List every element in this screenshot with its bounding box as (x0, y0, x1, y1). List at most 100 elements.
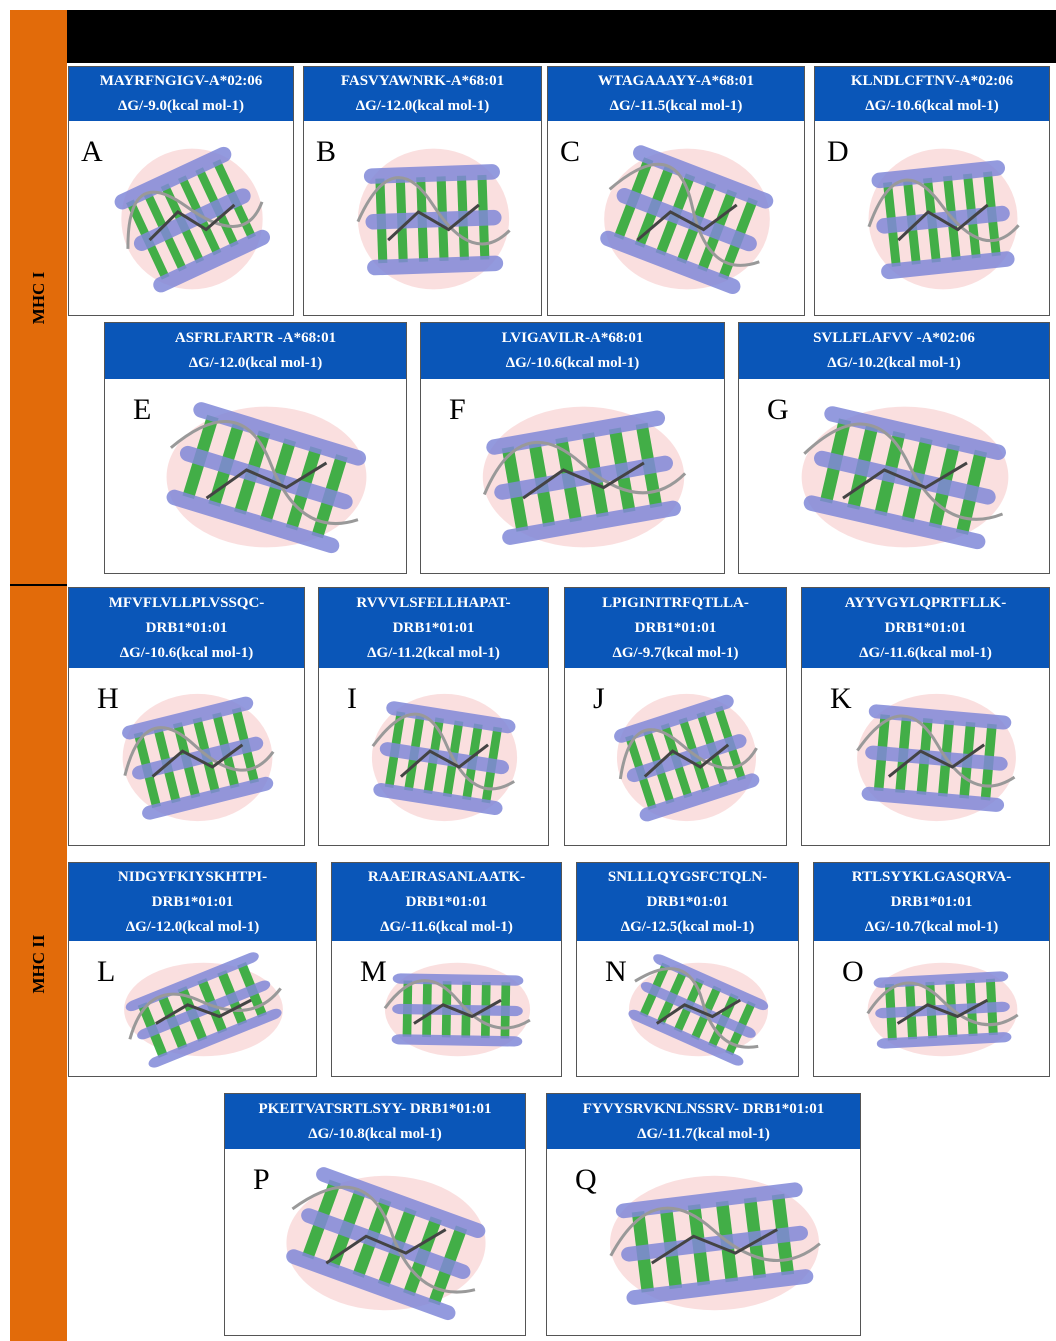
panel-letter: F (449, 393, 466, 427)
panel-letter: G (767, 393, 789, 427)
section-label: MHC I (29, 271, 49, 323)
panel-letter: A (81, 135, 103, 169)
panel-letter: P (253, 1163, 270, 1197)
header-line: ΔG/-10.6(kcal mol-1) (69, 641, 304, 666)
header-line: ΔG/-10.7(kcal mol-1) (814, 915, 1049, 940)
structure-image (759, 389, 1031, 565)
header-line: ΔG/-12.0(kcal mol-1) (304, 94, 541, 119)
docking-panel: RVVVLSFELLHAPAT-DRB1*01:01ΔG/-11.2(kcal … (318, 587, 549, 846)
header-line: ΔG/-10.8(kcal mol-1) (225, 1122, 525, 1147)
panel-letter: O (842, 955, 864, 989)
header-line: AYYVGYLQPRTFLLK- (802, 591, 1049, 616)
structure-image (339, 678, 530, 837)
panel-letter: D (827, 135, 849, 169)
docking-panel: NIDGYFKIYSKHTPI-DRB1*01:01ΔG/-12.0(kcal … (68, 862, 317, 1077)
structure-image (567, 1159, 842, 1327)
header-line: DRB1*01:01 (69, 616, 304, 641)
section-label: MHC II (29, 934, 49, 993)
header-line: ΔG/-10.6(kcal mol-1) (421, 351, 724, 376)
docking-panel: LPIGINITRFQTLLA-DRB1*01:01ΔG/-9.7(kcal m… (564, 587, 787, 846)
header-line: MFVFLVLLPLVSSQC- (69, 591, 304, 616)
structure-image (585, 678, 768, 837)
header-line: FYVYSRVKNLNSSRV- DRB1*01:01 (547, 1097, 860, 1122)
header-line: ΔG/-9.7(kcal mol-1) (565, 641, 786, 666)
header-line: RTLSYYKLGASQRVA- (814, 865, 1049, 890)
docking-panel: SVLLFLAFVV -A*02:06ΔG/-10.2(kcal mol-1)G (738, 322, 1050, 574)
header-line: DRB1*01:01 (332, 890, 561, 915)
header-line: SVLLFLAFVV -A*02:06 (739, 326, 1049, 351)
header-line: DRB1*01:01 (319, 616, 548, 641)
structure-image (441, 389, 706, 565)
structure-image (125, 389, 388, 565)
header-line: PKEITVATSRTLSYY- DRB1*01:01 (225, 1097, 525, 1122)
header-line: ΔG/-11.6(kcal mol-1) (802, 641, 1049, 666)
section-bar: MHC II (10, 586, 67, 1341)
header-line: ΔG/-11.7(kcal mol-1) (547, 1122, 860, 1147)
figure: MHC I MHC II MAYRFNGIGV-A*02:06ΔG/-9.0(k… (0, 0, 1056, 1341)
header-line: LVIGAVILR-A*68:01 (421, 326, 724, 351)
panel-letter: J (593, 682, 605, 716)
section-bar: MHC I (10, 10, 67, 585)
panel-letter: Q (575, 1163, 597, 1197)
panel-letter: H (97, 682, 119, 716)
panel-letter: B (316, 135, 336, 169)
header-line: ASFRLFARTR -A*68:01 (105, 326, 406, 351)
panel-letter: C (560, 135, 580, 169)
panel-letter: N (605, 955, 627, 989)
header-line: ΔG/-12.0(kcal mol-1) (105, 351, 406, 376)
panel-header: MAYRFNGIGV-A*02:06ΔG/-9.0(kcal mol-1) (69, 67, 293, 121)
panel-letter: K (830, 682, 852, 716)
panel-letter: I (347, 682, 357, 716)
header-line: DRB1*01:01 (565, 616, 786, 641)
header-line: DRB1*01:01 (69, 890, 316, 915)
header-line: RVVVLSFELLHAPAT- (319, 591, 548, 616)
header-line: DRB1*01:01 (802, 616, 1049, 641)
structure-image (245, 1159, 507, 1327)
panel-letter: L (97, 955, 115, 989)
panel-header: SNLLLQYGSFCTQLN-DRB1*01:01ΔG/-12.5(kcal … (577, 863, 798, 941)
header-line: RAAEIRASANLAATK- (332, 865, 561, 890)
structure-image (822, 678, 1031, 837)
header-line: ΔG/-11.5(kcal mol-1) (548, 94, 804, 119)
header-line: FASVYAWNRK-A*68:01 (304, 69, 541, 94)
top-bar (67, 10, 1056, 63)
header-line: SNLLLQYGSFCTQLN- (577, 865, 798, 890)
header-line: DRB1*01:01 (577, 890, 798, 915)
panel-header: WTAGAAAYY-A*68:01ΔG/-11.5(kcal mol-1) (548, 67, 804, 121)
header-line: ΔG/-12.5(kcal mol-1) (577, 915, 798, 940)
header-line: KLNDLCFTNV-A*02:06 (815, 69, 1049, 94)
structure-image (89, 951, 298, 1068)
header-line: ΔG/-12.0(kcal mol-1) (69, 915, 316, 940)
header-line: ΔG/-11.2(kcal mol-1) (319, 641, 548, 666)
structure-image (568, 131, 786, 307)
structure-image (324, 131, 523, 307)
panel-letter: E (133, 393, 151, 427)
structure-image (835, 131, 1031, 307)
panel-letter: M (360, 955, 387, 989)
header-line: ΔG/-11.6(kcal mol-1) (332, 915, 561, 940)
